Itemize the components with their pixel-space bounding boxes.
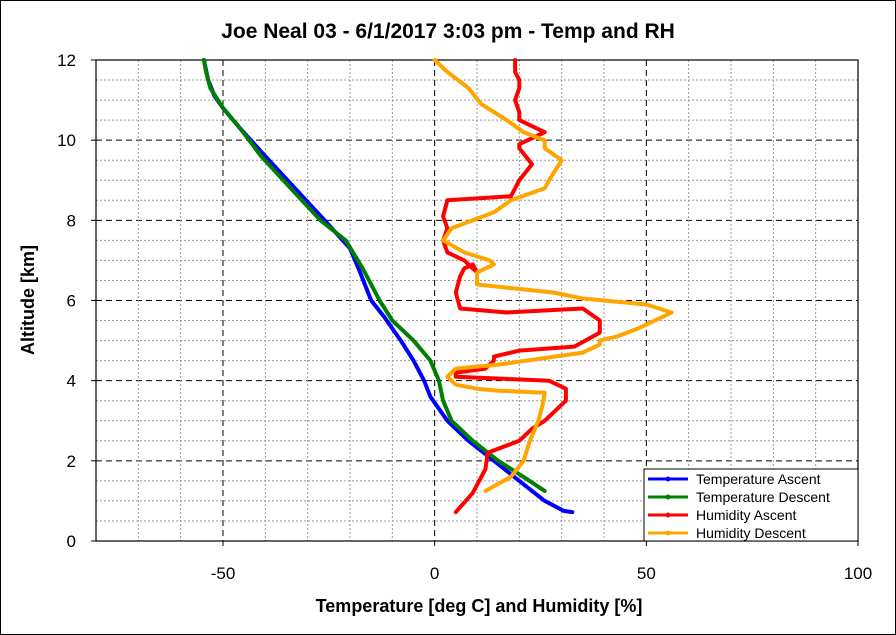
legend-entry: Humidity Descent xyxy=(696,525,806,541)
y-tick-label: 10 xyxy=(57,131,76,150)
legend: Temperature Ascent Temperature Descent Hum… xyxy=(643,468,859,542)
legend-marker xyxy=(665,530,671,536)
legend-marker xyxy=(665,512,671,518)
y-tick-label: 4 xyxy=(67,372,76,391)
temperature-descent-line xyxy=(201,58,547,493)
y-tick-label: 0 xyxy=(67,532,76,551)
x-tick-label: 0 xyxy=(430,564,439,583)
axis-ticks: -50 0 50 100 0 2 4 6 8 10 12 xyxy=(57,51,872,583)
series-lines xyxy=(201,58,674,515)
x-axis-label: Temperature [deg C] and Humidity [%] xyxy=(316,596,643,616)
humidity-ascent-line xyxy=(441,58,602,515)
legend-marker xyxy=(665,476,671,482)
legend-box xyxy=(643,468,859,542)
x-tick-label: 50 xyxy=(637,564,656,583)
legend-entry: Temperature Descent xyxy=(696,489,830,505)
legend-entry: Humidity Ascent xyxy=(696,507,796,523)
y-axis-label: Altitude [km] xyxy=(18,245,38,355)
chart-title: Joe Neal 03 - 6/1/2017 3:03 pm - Temp an… xyxy=(221,20,675,43)
y-tick-label: 8 xyxy=(67,211,76,230)
x-tick-label: -50 xyxy=(211,564,236,583)
humidity-descent-line xyxy=(432,58,674,493)
y-tick-label: 2 xyxy=(67,452,76,471)
x-tick-label: 100 xyxy=(844,564,872,583)
y-tick-label: 12 xyxy=(57,51,76,70)
legend-entry: Temperature Ascent xyxy=(696,471,821,487)
legend-marker xyxy=(665,494,671,500)
y-tick-label: 6 xyxy=(67,292,76,311)
